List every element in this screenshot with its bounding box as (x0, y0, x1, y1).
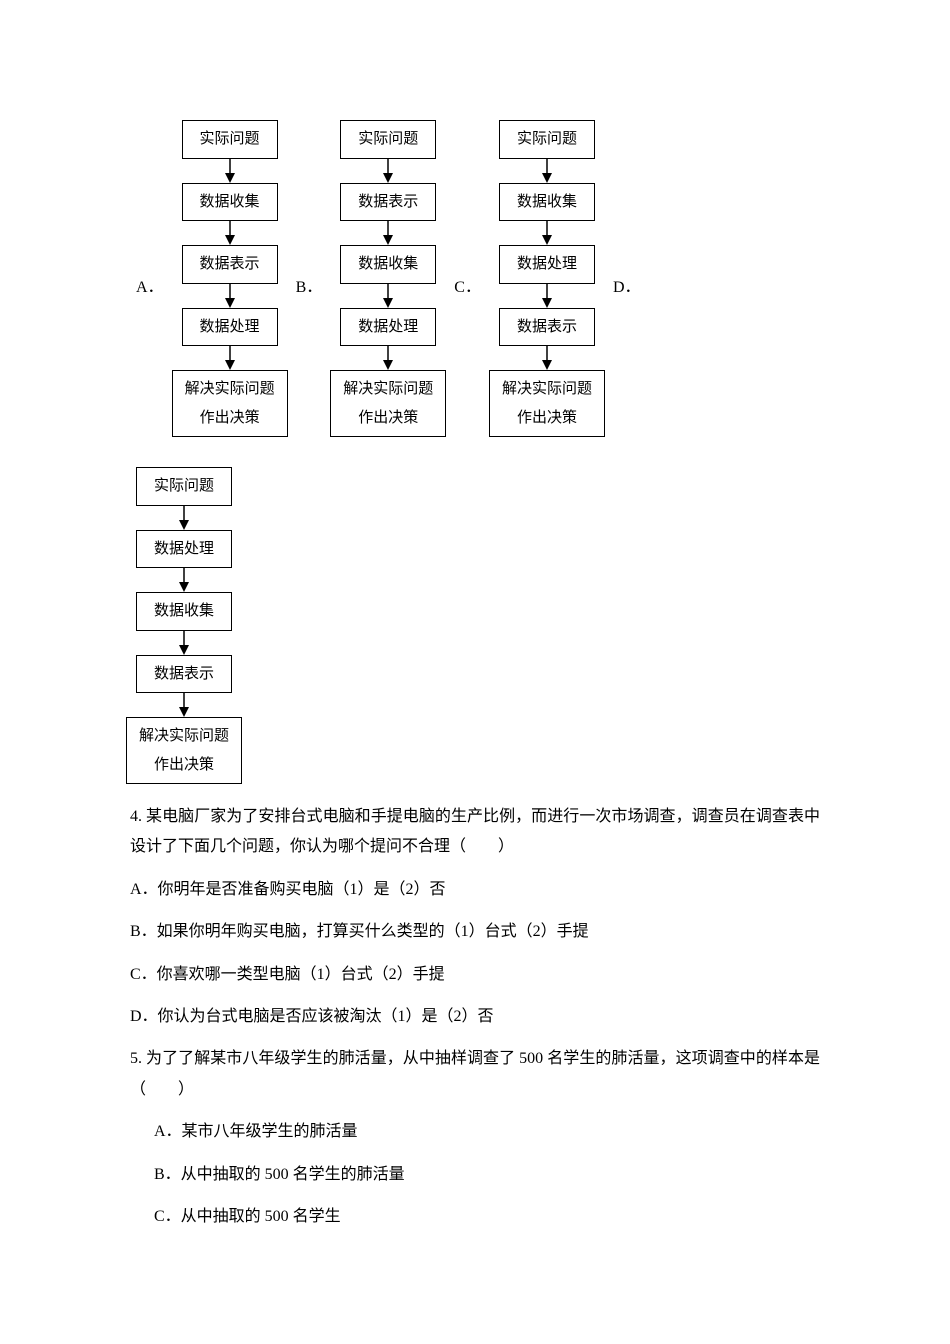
flow-arrow-icon (540, 346, 554, 370)
flow-box: 数据收集 (340, 245, 436, 284)
q4-opt-d: D．你认为台式电脑是否应该被淘汰（1）是（2）否 (130, 1002, 820, 1032)
flow-box: 数据收集 (182, 183, 278, 222)
flow-arrow-icon (223, 221, 237, 245)
flowcharts-row-abc: A． 实际问题数据收集数据表示数据处理解决实际问题作出决策 B． 实际问题数据表… (130, 120, 820, 437)
option-label-d: D． (613, 273, 641, 303)
flow-box: 数据处理 (499, 245, 595, 284)
flow-box: 解决实际问题作出决策 (330, 370, 446, 437)
flow-box: 数据表示 (499, 308, 595, 347)
flow-box: 解决实际问题作出决策 (489, 370, 605, 437)
flow-arrow-icon (540, 159, 554, 183)
flow-box: 解决实际问题作出决策 (126, 717, 242, 784)
option-label-a: A． (136, 273, 164, 303)
flow-arrow-icon (381, 159, 395, 183)
flow-arrow-icon (177, 506, 191, 530)
flowchart-d-wrap: 实际问题数据处理数据收集数据表示解决实际问题作出决策 (124, 467, 820, 784)
flow-box: 实际问题 (340, 120, 436, 159)
flow-box: 解决实际问题作出决策 (172, 370, 288, 437)
q4-stem: 4. 某电脑厂家为了安排台式电脑和手提电脑的生产比例，而进行一次市场调查，调查员… (130, 802, 820, 863)
flow-arrow-icon (177, 693, 191, 717)
flowchart-c: 实际问题数据收集数据处理数据表示解决实际问题作出决策 (489, 120, 605, 437)
flow-arrow-icon (540, 221, 554, 245)
flow-box: 实际问题 (499, 120, 595, 159)
q4-opt-b: B．如果你明年购买电脑，打算买什么类型的（1）台式（2）手提 (130, 917, 820, 947)
option-label-c: C． (454, 273, 481, 303)
flow-box: 实际问题 (136, 467, 232, 506)
q5-stem: 5. 为了了解某市八年级学生的肺活量，从中抽样调查了 500 名学生的肺活量，这… (130, 1044, 820, 1105)
flow-box: 数据处理 (340, 308, 436, 347)
flowchart-d: 实际问题数据处理数据收集数据表示解决实际问题作出决策 (126, 467, 242, 784)
flow-box: 数据处理 (182, 308, 278, 347)
flow-arrow-icon (177, 568, 191, 592)
flow-arrow-icon (223, 159, 237, 183)
document-page: A． 实际问题数据收集数据表示数据处理解决实际问题作出决策 B． 实际问题数据表… (0, 0, 950, 1304)
flow-box: 数据处理 (136, 530, 232, 569)
flow-arrow-icon (177, 631, 191, 655)
flow-box: 数据表示 (340, 183, 436, 222)
flow-arrow-icon (381, 221, 395, 245)
flow-arrow-icon (223, 284, 237, 308)
flow-arrow-icon (540, 284, 554, 308)
q5-opt-c: C．从中抽取的 500 名学生 (154, 1202, 820, 1232)
flowchart-a: 实际问题数据收集数据表示数据处理解决实际问题作出决策 (172, 120, 288, 437)
flow-box: 数据表示 (136, 655, 232, 694)
option-label-b: B． (296, 273, 323, 303)
flow-box: 数据表示 (182, 245, 278, 284)
flow-arrow-icon (381, 346, 395, 370)
flow-box: 实际问题 (182, 120, 278, 159)
flow-box: 数据收集 (499, 183, 595, 222)
flow-arrow-icon (381, 284, 395, 308)
flowchart-b: 实际问题数据表示数据收集数据处理解决实际问题作出决策 (330, 120, 446, 437)
q4-opt-c: C．你喜欢哪一类型电脑（1）台式（2）手提 (130, 960, 820, 990)
q5-opt-a: A．某市八年级学生的肺活量 (154, 1117, 820, 1147)
flow-box: 数据收集 (136, 592, 232, 631)
q4-opt-a: A．你明年是否准备购买电脑（1）是（2）否 (130, 875, 820, 905)
flow-arrow-icon (223, 346, 237, 370)
q5-opt-b: B．从中抽取的 500 名学生的肺活量 (154, 1160, 820, 1190)
